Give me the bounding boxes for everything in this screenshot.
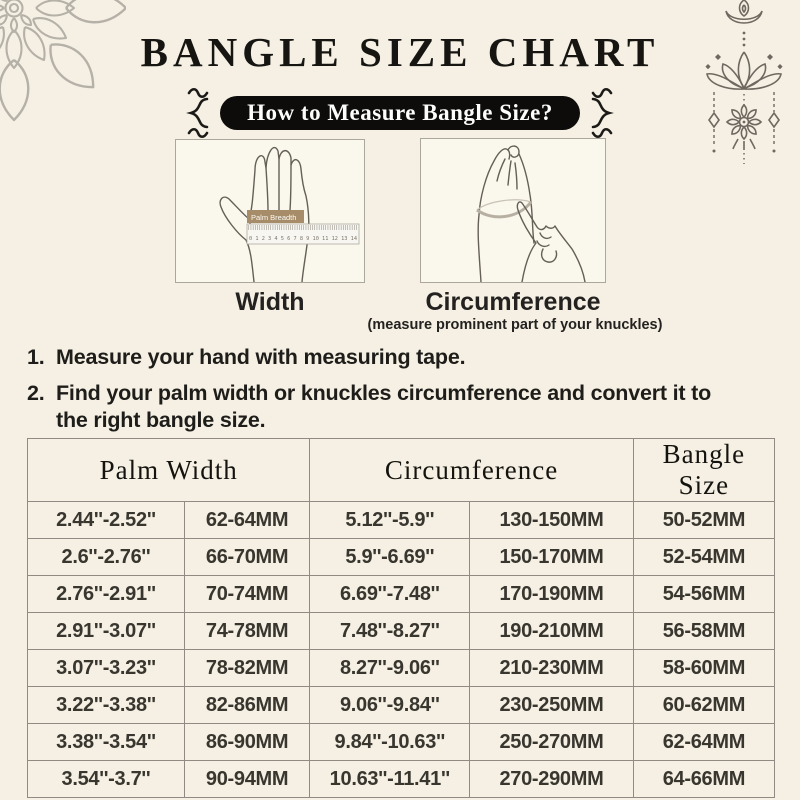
instruction-item: 1. Measure your hand with measuring tape…	[27, 344, 745, 371]
instruction-text: Measure your hand with measuring tape.	[56, 345, 466, 369]
table-cell: 62-64MM	[632, 723, 776, 761]
table-cell: 90-94MM	[183, 760, 311, 798]
header-circumference: Circumference	[309, 438, 634, 502]
circumference-label: Circumference	[425, 288, 601, 316]
table-cell: 58-60MM	[632, 649, 776, 687]
table-cell: 3.38''-3.54''	[27, 723, 185, 761]
table-cell: 6.69''-7.48''	[309, 575, 471, 613]
how-to-measure-banner: How to Measure Bangle Size?	[220, 96, 580, 130]
table-cell: 150-170MM	[469, 538, 634, 576]
header-bangle-size: Bangle Size	[632, 438, 776, 502]
table-row: 3.54''-3.7'' 90-94MM 10.63''-11.41'' 270…	[27, 760, 776, 798]
table-cell: 8.27''-9.06''	[309, 649, 471, 687]
header-palm-width: Palm Width	[26, 438, 311, 502]
table-cell: 250-270MM	[469, 723, 634, 761]
hand-width-illustration: 0 1 2 3 4 5 6 7 8 9 10 11 12 13 14 Palm …	[175, 139, 365, 283]
table-cell: 64-66MM	[632, 760, 776, 798]
instruction-item: 2. Find your palm width or knuckles circ…	[27, 380, 745, 434]
table-cell: 3.54''-3.7''	[27, 760, 185, 798]
page-title: BANGLE SIZE CHART	[140, 29, 660, 75]
palm-breadth-label: Palm Breadth	[251, 213, 296, 222]
instruction-number: 2.	[27, 381, 45, 406]
table-cell: 130-150MM	[469, 501, 634, 539]
table-row: 2.91''-3.07'' 74-78MM 7.48''-8.27'' 190-…	[27, 612, 776, 650]
table-cell: 3.07''-3.23''	[27, 649, 185, 687]
table-cell: 230-250MM	[469, 686, 634, 724]
table-row: 2.44''-2.52'' 62-64MM 5.12''-5.9'' 130-1…	[27, 501, 776, 539]
instructions-list: 1. Measure your hand with measuring tape…	[27, 344, 745, 443]
instruction-number: 1.	[27, 345, 45, 369]
table-cell: 70-74MM	[183, 575, 311, 613]
table-cell: 50-52MM	[632, 501, 776, 539]
table-cell: 9.06''-9.84''	[309, 686, 471, 724]
banner-row: How to Measure Bangle Size?	[0, 85, 800, 141]
table-cell: 2.6''-2.76''	[27, 538, 185, 576]
table-header-row: Palm Width Circumference Bangle Size	[26, 438, 776, 502]
table-cell: 270-290MM	[469, 760, 634, 798]
bangle-size-table: Palm Width Circumference Bangle Size 2.4…	[26, 438, 776, 798]
table-cell: 86-90MM	[183, 723, 311, 761]
table-cell: 210-230MM	[469, 649, 634, 687]
table-cell: 52-54MM	[632, 538, 776, 576]
table-cell: 2.44''-2.52''	[27, 501, 185, 539]
table-cell: 3.22''-3.38''	[27, 686, 185, 724]
ruler-numbers: 0 1 2 3 4 5 6 7 8 9 10 11 12 13 14	[249, 236, 357, 242]
table-cell: 5.12''-5.9''	[309, 501, 471, 539]
table-row: 3.22''-3.38'' 82-86MM 9.06''-9.84'' 230-…	[27, 686, 776, 724]
table-cell: 190-210MM	[469, 612, 634, 650]
lotus-ornament-icon	[705, 0, 783, 164]
mandala-ornament-icon	[0, 0, 126, 122]
table-row: 3.38''-3.54'' 86-90MM 9.84''-10.63'' 250…	[27, 723, 776, 761]
table-cell: 5.9''-6.69''	[309, 538, 471, 576]
table-cell: 66-70MM	[183, 538, 311, 576]
hand-circumference-illustration	[420, 138, 606, 283]
table-cell: 78-82MM	[183, 649, 311, 687]
instruction-text: Find your palm width or knuckles circumf…	[56, 381, 712, 433]
table-row: 2.76''-2.91'' 70-74MM 6.69''-7.48'' 170-…	[27, 575, 776, 613]
table-cell: 2.91''-3.07''	[27, 612, 185, 650]
width-label: Width	[235, 288, 305, 316]
table-cell: 60-62MM	[632, 686, 776, 724]
table-cell: 10.63''-11.41''	[309, 760, 471, 798]
table-cell: 54-56MM	[632, 575, 776, 613]
left-flourish-icon	[186, 87, 209, 139]
table-row: 2.6''-2.76'' 66-70MM 5.9''-6.69'' 150-17…	[27, 538, 776, 576]
table-cell: 170-190MM	[469, 575, 634, 613]
table-cell: 82-86MM	[183, 686, 311, 724]
right-flourish-icon	[591, 87, 614, 139]
table-cell: 9.84''-10.63''	[309, 723, 471, 761]
table-row: 3.07''-3.23'' 78-82MM 8.27''-9.06'' 210-…	[27, 649, 776, 687]
table-cell: 62-64MM	[183, 501, 311, 539]
table-cell: 74-78MM	[183, 612, 311, 650]
table-cell: 7.48''-8.27''	[309, 612, 471, 650]
circumference-note: (measure prominent part of your knuckles…	[367, 317, 663, 333]
table-cell: 2.76''-2.91''	[27, 575, 185, 613]
table-cell: 56-58MM	[632, 612, 776, 650]
